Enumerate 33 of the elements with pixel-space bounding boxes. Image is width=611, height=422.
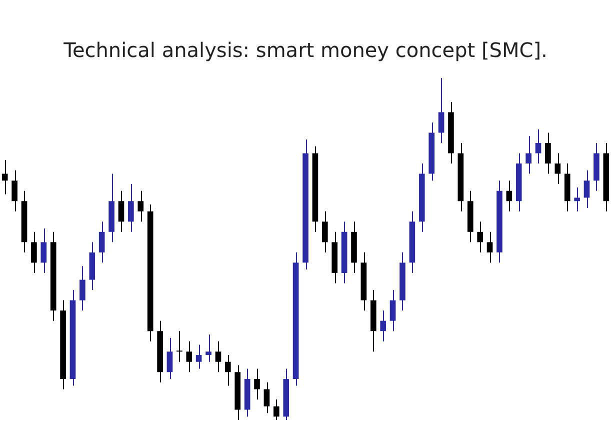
candlestick xyxy=(574,186,580,212)
candlestick xyxy=(380,310,386,342)
candlestick xyxy=(486,231,493,264)
candlestick xyxy=(206,334,212,362)
candlestick xyxy=(40,228,47,274)
candlestick xyxy=(254,368,260,400)
candlestick xyxy=(554,152,561,185)
candlestick xyxy=(390,290,396,332)
candlestick xyxy=(438,78,444,144)
candlestick xyxy=(215,340,222,373)
candlestick xyxy=(166,337,173,380)
candlestick xyxy=(584,170,590,208)
candlestick xyxy=(98,221,105,264)
candlestick xyxy=(118,190,124,232)
chart-title: Technical analysis: smart money concept [SMC]. xyxy=(62,38,548,62)
candlestick xyxy=(264,382,270,414)
candlestick xyxy=(128,184,134,232)
candlestick xyxy=(31,231,37,274)
candlestick xyxy=(545,132,551,174)
candlestick xyxy=(186,340,192,373)
candlestick xyxy=(12,170,18,212)
candlestick xyxy=(138,190,144,222)
candlestick xyxy=(273,398,280,420)
candlestick xyxy=(80,266,86,312)
candlestick xyxy=(477,221,483,253)
candlestick xyxy=(2,160,8,195)
candlestick xyxy=(225,354,231,386)
candlestick xyxy=(196,344,202,370)
candlestick xyxy=(535,128,542,164)
candlestick xyxy=(526,136,532,174)
candlestick xyxy=(506,180,512,212)
candlestick xyxy=(176,330,182,362)
candlestick xyxy=(322,210,328,253)
